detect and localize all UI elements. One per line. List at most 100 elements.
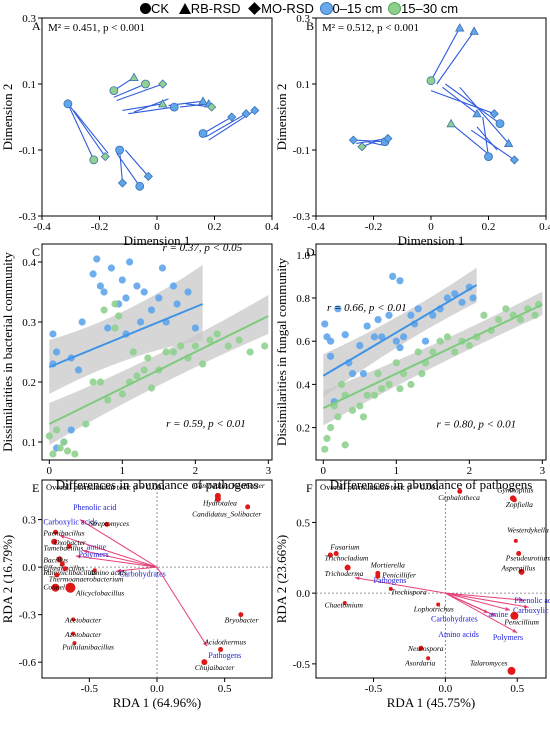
env-vector-arrow: [354, 577, 446, 594]
data-point: [414, 305, 422, 313]
taxon-point: [71, 631, 76, 636]
taxon-point: [436, 602, 441, 607]
data-point: [363, 322, 371, 330]
taxon-point: [54, 572, 60, 578]
data-point: [421, 337, 430, 345]
data-point: [140, 366, 148, 374]
data-point: [348, 406, 357, 414]
env-vector-label: Phenolic acid: [73, 503, 116, 512]
taxon-point: [510, 611, 519, 620]
point-triangle: [198, 96, 208, 105]
data-point: [370, 333, 379, 341]
point-triangle: [446, 118, 456, 128]
regression-line: [48, 303, 204, 368]
procrustes-segment: [430, 27, 461, 81]
taxon-point: [65, 582, 76, 593]
x-axis-label: Differences in abundance of pathogens: [330, 477, 533, 492]
data-point: [378, 385, 386, 393]
plot-frame: [315, 243, 547, 461]
taxon-label: Mortierella: [370, 561, 406, 570]
data-point: [334, 305, 342, 313]
x-tick-label: 0.2: [482, 221, 496, 233]
y-tick-label: 0.6: [296, 336, 310, 348]
point-circle: [115, 145, 125, 155]
procrustes-segment: [470, 129, 515, 161]
taxon-label: Pseudeurotium: [505, 554, 550, 563]
data-point: [341, 441, 349, 449]
data-point: [356, 402, 364, 410]
taxon-point: [66, 544, 72, 550]
plot-frame: [315, 17, 547, 217]
data-point: [118, 390, 126, 398]
x-tick-label: -0.5: [365, 683, 383, 695]
data-point: [147, 306, 156, 314]
point-diamond: [158, 79, 168, 89]
arrow-head: [75, 554, 81, 559]
x-tick-label: 1: [120, 465, 126, 477]
correlation-label: r = 0.66, p < 0.01: [327, 302, 407, 314]
correlation-label: r = 0.80, p < 0.01: [436, 419, 516, 431]
data-point: [400, 333, 408, 341]
data-point: [107, 264, 115, 272]
arrow-head: [523, 604, 529, 609]
procrustes-segment: [116, 83, 163, 102]
data-point: [436, 337, 444, 345]
arrow-head: [505, 607, 511, 611]
taxon-label: Trichocladium: [325, 554, 369, 563]
procrustes-segment: [430, 90, 495, 115]
env-vector-label: amine: [489, 610, 509, 619]
legend-blue-swatch-icon: [319, 2, 333, 15]
y-axis-label: RDA 2 (16.79%): [0, 535, 15, 623]
env-vector-label: Pathogens: [374, 576, 407, 585]
x-tick-label: 0: [428, 221, 434, 233]
point-diamond: [241, 109, 251, 119]
legend-triangle-icon: [178, 3, 191, 14]
panel-b: -0.4 -0.2 0 0.2 0.4 -0.3 -0.1 0.1 0.3 Dimension 1…: [274, 13, 550, 248]
taxon-point: [426, 656, 431, 661]
taxon-point: [513, 538, 518, 543]
taxon-label: Cohnella: [43, 582, 71, 591]
data-point: [177, 342, 185, 350]
data-point: [74, 366, 83, 374]
data-point: [374, 370, 382, 378]
taxon-label: Oxobacter: [54, 538, 86, 547]
x-axis-label: RDA 1 (45.75%): [387, 695, 475, 710]
procrustes-segment: [122, 103, 163, 111]
data-point: [133, 372, 141, 380]
x-tick-label: 0.0: [150, 683, 164, 695]
point-diamond: [348, 135, 358, 145]
taxon-point: [516, 551, 522, 557]
taxon-point: [457, 488, 463, 494]
point-triangle: [472, 108, 482, 118]
data-point: [49, 450, 57, 458]
x-tick-label: 0.4: [539, 221, 550, 233]
data-point: [407, 311, 415, 319]
env-vector-arrow: [445, 592, 518, 634]
data-point: [89, 378, 97, 386]
taxon-point: [51, 538, 58, 545]
y-axis-label: Dissimilarities in fungal community: [274, 257, 289, 446]
data-point: [63, 447, 72, 455]
point-triangle: [469, 26, 479, 35]
taxon-point: [245, 504, 251, 510]
point-diamond: [250, 105, 260, 115]
procrustes-segment: [73, 110, 109, 154]
permutation-test-label: Overall permutation test: p = 0.001: [46, 482, 166, 492]
permutation-test-label: Overall permutation test: p = 0.001: [320, 482, 440, 492]
data-point: [396, 385, 404, 393]
data-point: [429, 348, 437, 356]
env-vector-label: Polymers: [79, 550, 109, 559]
env-vector-arrow: [445, 592, 529, 608]
taxon-point: [342, 601, 347, 606]
procrustes-segment: [205, 113, 247, 138]
taxon-label: Candidatus_Koribacter: [194, 481, 265, 490]
procrustes-segment: [367, 141, 383, 146]
data-point: [516, 316, 525, 324]
taxon-label: Chaetomium: [325, 600, 364, 609]
env-vector-label: Carboxylic acids: [43, 517, 97, 526]
procrustes-segment: [450, 123, 492, 158]
y-tick-label: 0.8: [296, 293, 310, 305]
x-tick-label: -0.2: [365, 221, 382, 233]
data-point: [323, 434, 331, 442]
data-point: [443, 294, 452, 302]
